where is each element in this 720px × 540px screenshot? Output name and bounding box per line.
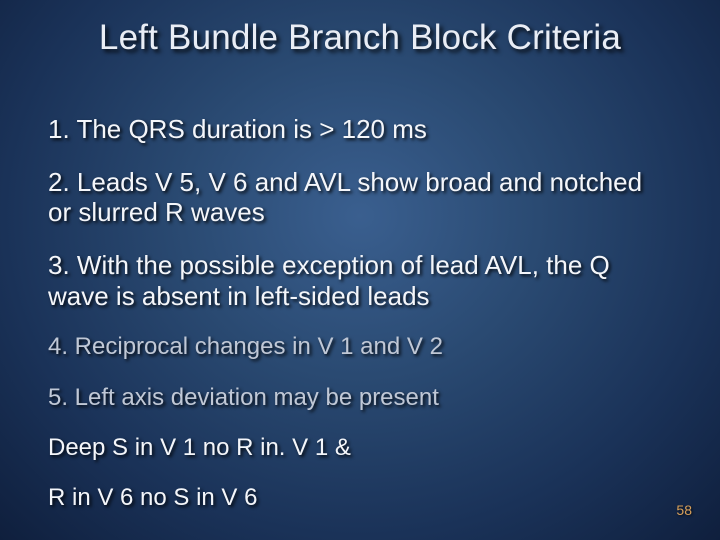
criteria-item: 1. The QRS duration is > 120 ms xyxy=(48,114,672,145)
criteria-item: 2. Leads V 5, V 6 and AVL show broad and… xyxy=(48,167,672,228)
slide-title: Left Bundle Branch Block Criteria xyxy=(48,18,672,58)
extra-line: R in V 6 no S in V 6 xyxy=(48,484,672,512)
slide: Left Bundle Branch Block Criteria 1. The… xyxy=(0,0,720,540)
criteria-list: 1. The QRS duration is > 120 ms 2. Leads … xyxy=(48,114,672,513)
extra-line: Deep S in V 1 no R in. V 1 & xyxy=(48,434,672,462)
criteria-item: 5. Left axis deviation may be present xyxy=(48,384,672,412)
page-number: 58 xyxy=(676,502,692,518)
criteria-item: 3. With the possible exception of lead A… xyxy=(48,250,672,311)
criteria-item: 4. Reciprocal changes in V 1 and V 2 xyxy=(48,333,672,361)
